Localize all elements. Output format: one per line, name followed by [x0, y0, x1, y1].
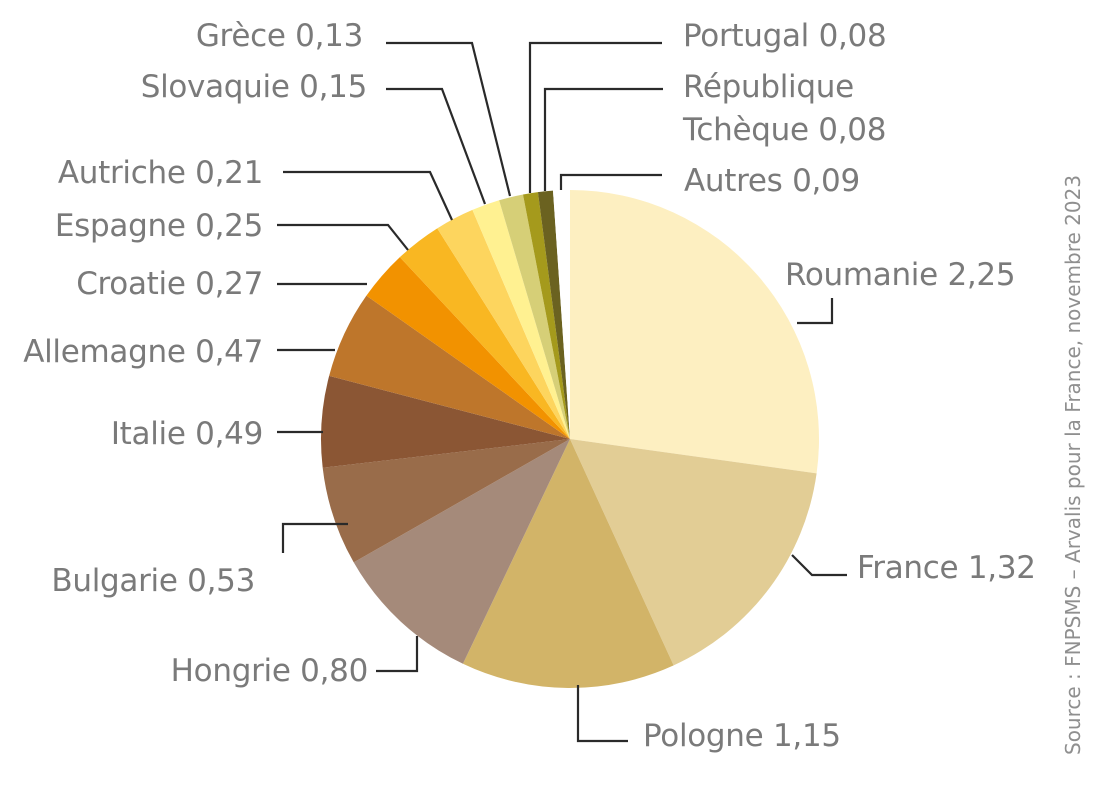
- slice-italie: [320, 375, 570, 468]
- slice-bulgarie: [322, 439, 570, 563]
- label-slovaquie-name: Slovaquie: [141, 69, 290, 105]
- label-republique-tcheque-line2: Tchèque 0,08: [682, 112, 886, 148]
- slice-labels: Roumanie 2,25 France 1,32 Pologne 1,15 H…: [23, 18, 1036, 754]
- slice-croatie: [366, 257, 570, 439]
- leader-republique-tcheque: [543, 87, 663, 191]
- label-bulgarie: Bulgarie 0,53: [51, 563, 255, 599]
- source-note: Source : FNPSMS – Arvalis pour la France…: [1061, 175, 1085, 755]
- slice-slovaquie: [472, 200, 570, 439]
- label-republique-tcheque-value: 0,08: [818, 112, 886, 148]
- label-italie-name: Italie: [111, 416, 186, 452]
- leader-roumanie: [797, 298, 834, 325]
- leader-portugal: [528, 41, 662, 193]
- leader-bulgarie: [281, 522, 348, 553]
- label-hongrie-name: Hongrie: [171, 653, 291, 689]
- leader-pologne: [576, 685, 628, 743]
- label-autriche-name: Autriche: [58, 155, 186, 191]
- label-france-value: 1,32: [968, 550, 1036, 586]
- slice-hongrie: [353, 439, 570, 664]
- label-republique-tcheque: République Tchèque 0,08: [682, 69, 886, 148]
- label-espagne: Espagne 0,25: [55, 208, 263, 244]
- label-slovaquie: Slovaquie 0,15: [141, 69, 367, 105]
- leader-espagne: [277, 223, 409, 251]
- label-republique-tcheque-line1: République: [683, 69, 854, 105]
- label-republique-tcheque-line2-name: Tchèque: [682, 112, 809, 148]
- slice-republique-tcheque: [537, 190, 570, 439]
- pie-slices: [320, 190, 819, 689]
- label-croatie-value: 0,27: [195, 266, 263, 302]
- label-autres-value: 0,09: [792, 163, 860, 199]
- slice-pologne: [462, 439, 674, 689]
- label-hongrie-value: 0,80: [300, 653, 368, 689]
- leader-autriche: [283, 170, 453, 221]
- label-autres-name: Autres: [684, 163, 783, 199]
- label-espagne-name: Espagne: [55, 208, 186, 244]
- label-portugal-name: Portugal: [683, 18, 809, 54]
- slice-france: [570, 439, 817, 666]
- leader-slovaquie: [386, 87, 487, 205]
- slice-grece: [499, 194, 570, 439]
- slice-portugal: [522, 192, 570, 439]
- label-grece-name: Grèce: [196, 18, 286, 54]
- label-croatie-name: Croatie: [76, 266, 185, 302]
- label-slovaquie-value: 0,15: [299, 69, 367, 105]
- label-espagne-value: 0,25: [195, 208, 263, 244]
- label-bulgarie-value: 0,53: [187, 563, 255, 599]
- label-portugal: Portugal 0,08: [683, 18, 886, 54]
- leader-grece: [386, 41, 512, 197]
- label-grece-value: 0,13: [295, 18, 363, 54]
- label-allemagne: Allemagne 0,47: [23, 334, 263, 370]
- label-pologne: Pologne 1,15: [643, 718, 841, 754]
- label-italie: Italie 0,49: [111, 416, 263, 452]
- label-france-name: France: [857, 550, 958, 586]
- leader-lines: [277, 41, 847, 743]
- label-roumanie: Roumanie 2,25: [785, 257, 1015, 293]
- slice-autriche: [437, 209, 570, 439]
- slice-allemagne: [329, 295, 570, 439]
- leader-hongrie: [376, 636, 419, 673]
- label-autriche-value: 0,21: [195, 155, 263, 191]
- label-portugal-value: 0,08: [819, 18, 887, 54]
- label-grece: Grèce 0,13: [196, 18, 363, 54]
- label-allemagne-value: 0,47: [195, 334, 263, 370]
- label-croatie: Croatie 0,27: [76, 266, 263, 302]
- label-roumanie-name: Roumanie: [785, 257, 938, 293]
- slice-roumanie: [570, 190, 819, 474]
- label-autriche: Autriche 0,21: [58, 155, 263, 191]
- label-hongrie: Hongrie 0,80: [171, 653, 368, 689]
- label-autres: Autres 0,09: [684, 163, 860, 199]
- leader-autres: [559, 173, 662, 190]
- label-pologne-name: Pologne: [643, 718, 763, 754]
- label-allemagne-name: Allemagne: [23, 334, 185, 370]
- label-bulgarie-name: Bulgarie: [51, 563, 177, 599]
- leader-france: [791, 554, 847, 577]
- label-italie-value: 0,49: [195, 416, 263, 452]
- slice-autres: [552, 190, 570, 439]
- label-roumanie-value: 2,25: [947, 257, 1015, 293]
- slice-espagne: [399, 228, 570, 439]
- label-france: France 1,32: [857, 550, 1036, 586]
- label-pologne-value: 1,15: [773, 718, 841, 754]
